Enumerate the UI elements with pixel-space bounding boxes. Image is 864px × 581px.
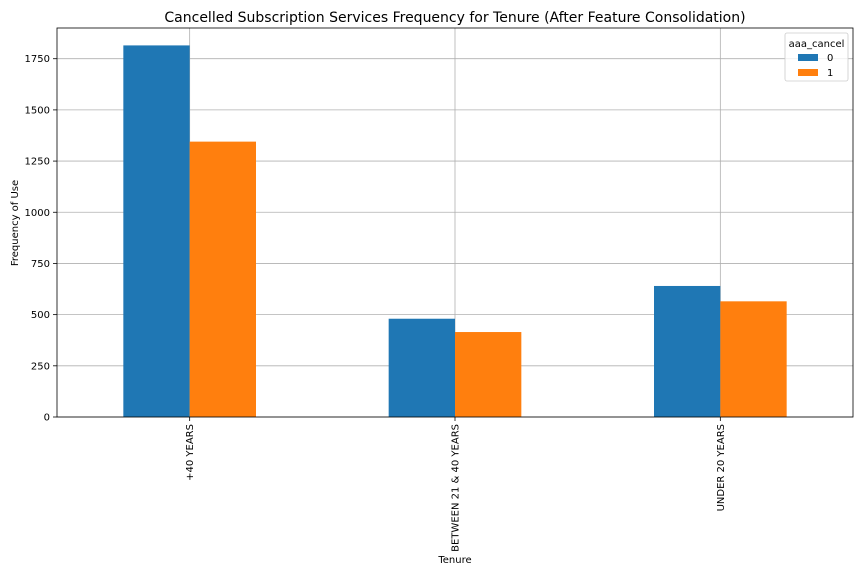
y-tick-label: 1500 [25,105,50,116]
bar-series-0-0 [123,45,190,418]
bar-series-1-1 [455,332,522,417]
legend: aaa_cancel 01 [784,32,849,82]
y-tick-label: 750 [31,259,50,270]
y-tick-label: 250 [31,361,50,372]
x-tick-label: +40 YEARS [185,424,196,481]
y-tick-label: 1750 [25,54,50,65]
legend-label-1: 1 [827,68,833,79]
y-tick-label: 500 [31,310,50,321]
y-tick-label: 0 [44,413,50,424]
bar-series-1-0 [189,141,256,417]
bar-series-0-2 [654,285,721,417]
bar-series-1-2 [720,301,787,417]
y-tick-label: 1000 [25,208,50,219]
legend-swatch-1 [798,69,818,76]
bars [123,45,787,418]
legend-swatch-0 [798,54,818,61]
legend-title: aaa_cancel [789,39,845,50]
x-axis-label: Tenure [437,555,471,566]
y-axis-label: Frequency of Use [10,180,21,266]
legend-entries: 01 [798,53,833,79]
chart-title: Cancelled Subscription Services Frequenc… [164,10,745,26]
bar-series-0-1 [388,318,455,417]
y-axis-ticks: 0 250 500 750 1000 1250 1500 1750 [25,54,57,424]
x-axis-ticks: +40 YEARS BETWEEN 21 & 40 YEARS UNDER 20 Y… [185,417,727,552]
legend-label-0: 0 [827,53,833,64]
y-tick-label: 1250 [25,157,50,168]
x-tick-label: BETWEEN 21 & 40 YEARS [451,424,462,552]
x-tick-label: UNDER 20 YEARS [716,424,727,511]
